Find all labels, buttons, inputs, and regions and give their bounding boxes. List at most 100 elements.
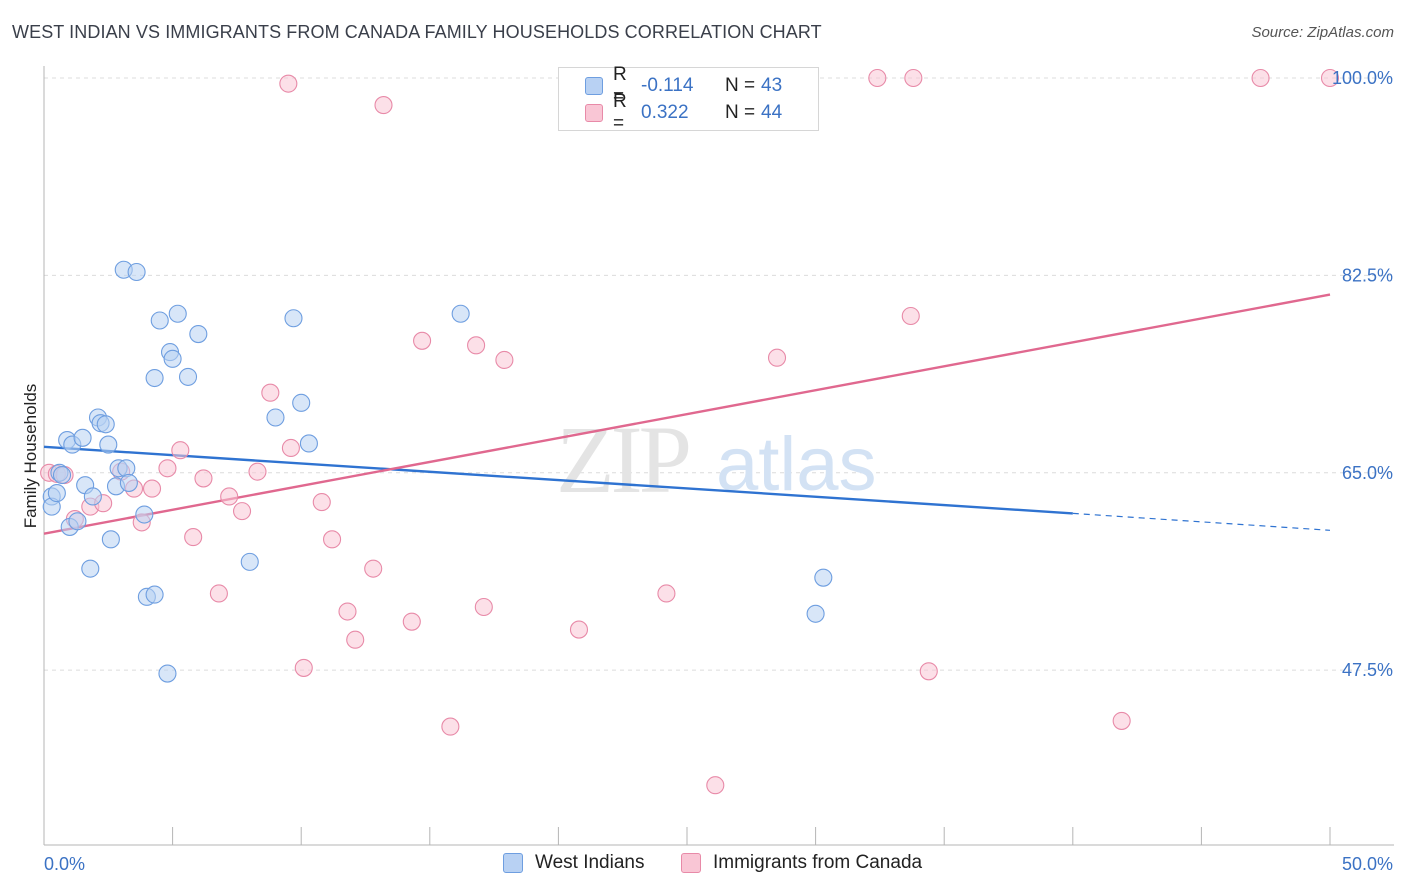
y-tick-label: 47.5% (1342, 660, 1393, 680)
legend-n-value: 43 (761, 75, 783, 96)
point-west-indians (284, 309, 303, 328)
point-immigrants-canada (294, 658, 313, 677)
point-immigrants-canada (569, 620, 589, 639)
point-immigrants-canada (1320, 68, 1340, 88)
legend-r-value: 0.322 (641, 102, 689, 123)
point-immigrants-canada (657, 584, 676, 603)
point-west-indians (814, 568, 833, 587)
y-tick-label: 100.0% (1332, 68, 1393, 88)
y-axis-title: Family Households (21, 384, 40, 529)
point-immigrants-canada (158, 459, 177, 478)
grid-lines (44, 77, 1394, 671)
point-west-indians (68, 512, 87, 531)
legend-r-value: -0.114 (641, 75, 694, 96)
legend-swatch-blue (585, 77, 603, 95)
point-west-indians (119, 473, 138, 492)
point-west-indians (292, 393, 311, 412)
point-immigrants-canada (868, 68, 887, 88)
point-immigrants-canada (1251, 68, 1270, 88)
point-west-indians (806, 604, 825, 623)
point-west-indians (451, 304, 470, 323)
legend-r-label: R = (613, 91, 627, 134)
legend-n-value: 44 (761, 102, 783, 123)
point-west-indians (81, 559, 100, 578)
series-label: Immigrants from Canada (713, 852, 923, 873)
legend-swatch-pink (585, 104, 603, 122)
point-west-indians (240, 552, 259, 571)
trend-line (43, 293, 1331, 535)
point-immigrants-canada (346, 630, 365, 649)
point-west-indians (73, 428, 92, 447)
trend-line-extension (1072, 512, 1331, 531)
y-tick-label: 82.5% (1342, 265, 1393, 285)
point-west-indians (189, 324, 208, 344)
point-west-indians (47, 484, 66, 503)
point-west-indians (145, 368, 164, 388)
point-immigrants-canada (323, 530, 342, 549)
correlation-legend: R = -0.114 N = 43 R = 0.322 N = 44 (558, 64, 819, 134)
x-tick-labels: 0.0% 50.0% (44, 854, 1393, 874)
point-west-indians (101, 530, 120, 549)
point-immigrants-canada (904, 68, 923, 88)
point-immigrants-canada (279, 74, 298, 93)
trend-line (43, 445, 1073, 515)
point-west-indians (145, 585, 164, 604)
y-tick-labels: 47.5% 65.0% 82.5% 100.0% (1332, 68, 1393, 680)
point-west-indians (150, 311, 169, 330)
axes (43, 66, 1394, 846)
chart-title: WEST INDIAN VS IMMIGRANTS FROM CANADA FA… (12, 22, 822, 42)
point-immigrants-canada (220, 487, 239, 506)
legend-row-west-indians: R = -0.114 N = 43 (585, 64, 783, 107)
watermark-atlas: atlas (716, 422, 877, 507)
point-west-indians (163, 349, 182, 368)
point-west-indians (168, 304, 187, 323)
watermark-zip: ZIP (556, 406, 689, 513)
point-west-indians (299, 434, 318, 453)
point-immigrants-canada (261, 383, 280, 402)
series-legend: West Indians Immigrants from Canada (0, 852, 1406, 876)
point-immigrants-canada (1112, 711, 1131, 730)
point-west-indians (135, 505, 154, 524)
point-immigrants-canada (248, 462, 267, 481)
point-immigrants-canada (441, 717, 460, 736)
point-immigrants-canada (495, 350, 514, 370)
legend-row-immigrants-canada: R = 0.322 N = 44 (585, 91, 783, 134)
point-immigrants-canada (364, 559, 383, 578)
watermark: ZIP atlas (556, 406, 877, 513)
point-immigrants-canada (281, 438, 300, 458)
point-immigrants-canada (184, 528, 203, 547)
x-tick-label: 50.0% (1342, 854, 1393, 874)
legend-n-label: N = (725, 102, 756, 123)
point-immigrants-canada (142, 479, 162, 498)
point-immigrants-canada (232, 502, 252, 521)
point-west-indians (83, 487, 102, 506)
legend-r-label: R = (613, 64, 627, 107)
point-west-indians (266, 408, 285, 427)
point-immigrants-canada (171, 441, 190, 460)
point-immigrants-canada (209, 584, 228, 603)
point-west-indians (117, 459, 136, 478)
point-west-indians (127, 262, 146, 282)
legend-n-label: N = (725, 75, 756, 96)
point-immigrants-canada (467, 336, 486, 355)
point-immigrants-canada (474, 597, 493, 617)
point-west-indians (96, 415, 115, 434)
source-credit: Source: ZipAtlas.com (1251, 24, 1394, 41)
point-west-indians (99, 435, 118, 454)
series-label: West Indians (535, 852, 645, 873)
series-swatch-blue (503, 853, 523, 873)
point-immigrants-canada (767, 348, 787, 367)
point-west-indians (178, 367, 198, 386)
point-immigrants-canada (919, 662, 938, 681)
x-tick-label: 0.0% (44, 854, 85, 874)
point-immigrants-canada (901, 306, 920, 326)
point-immigrants-canada (194, 469, 213, 488)
series-swatch-pink (681, 853, 701, 873)
point-immigrants-canada (706, 776, 725, 795)
point-immigrants-canada (413, 331, 432, 350)
point-immigrants-canada (402, 612, 421, 631)
series-legend-west-indians: West Indians (503, 852, 644, 874)
series-legend-immigrants-canada: Immigrants from Canada (681, 852, 922, 874)
point-immigrants-canada (338, 602, 357, 621)
point-immigrants-canada (312, 493, 331, 512)
